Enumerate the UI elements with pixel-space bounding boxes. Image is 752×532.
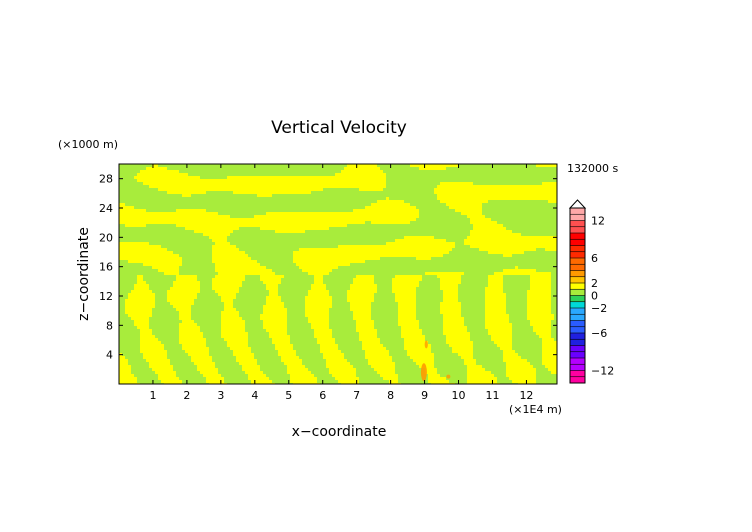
y-axis-label: z−coordinate: [76, 227, 92, 321]
y-unit-label: (×1000 m): [58, 138, 118, 151]
colorbar-tick-label: −2: [591, 302, 607, 315]
x-tick-label: 1: [149, 389, 156, 402]
colorbar-level: [570, 270, 585, 277]
x-tick-label: 10: [452, 389, 466, 402]
colorbar-level: [570, 295, 585, 302]
x-tick-label: 7: [353, 389, 360, 402]
y-axis: 4 8 12 16 20 24 28: [99, 173, 557, 362]
colorbar-overflow-arrow: [568, 199, 587, 209]
y-tick-label: 24: [99, 202, 113, 215]
x-tick-label: 8: [387, 389, 394, 402]
colorbar-tick-label: 6: [591, 252, 598, 265]
colorbar-level: [570, 276, 585, 283]
time-label: 132000 s: [567, 162, 618, 175]
x-tick-label: 11: [485, 389, 499, 402]
chart-title: Vertical Velocity: [271, 118, 407, 138]
x-unit-label: (×1E4 m): [509, 403, 562, 416]
x-axis: 1 2 3 4 5 6 7 8 9 10 11 12: [149, 164, 533, 402]
x-tick-label: 4: [251, 389, 258, 402]
colorbar-level: [570, 283, 585, 290]
x-tick-label: 2: [183, 389, 190, 402]
colorbar-tick-label: −12: [591, 365, 614, 378]
colorbar-tick-label: −6: [591, 327, 607, 340]
x-tick-label: 3: [217, 389, 224, 402]
y-tick-label: 12: [99, 290, 113, 303]
y-tick-label: 28: [99, 173, 113, 186]
x-tick-label: 6: [319, 389, 326, 402]
y-tick-label: 20: [99, 231, 113, 244]
strong-updraft-spots: [420, 340, 451, 382]
x-tick-label: 9: [421, 389, 428, 402]
colorbar-tick-label: 0: [591, 290, 598, 303]
y-tick-label: 16: [99, 261, 113, 274]
x-tick-label: 5: [285, 389, 292, 402]
plot-frame: [118, 163, 558, 385]
positive-updraft-regions: [119, 164, 557, 384]
y-tick-label: 8: [106, 319, 113, 332]
colorbar-tick-label: 2: [591, 277, 598, 290]
velocity-field: [119, 164, 557, 384]
colorbar-tick-label: 12: [591, 215, 605, 228]
y-tick-label: 4: [106, 349, 113, 362]
x-axis-label: x−coordinate: [292, 424, 387, 440]
x-tick-label: 12: [519, 389, 533, 402]
colorbar: 12 6 20−2 −6 −12: [568, 199, 614, 384]
colorbar-level: [570, 301, 585, 308]
colorbar-level: [570, 289, 585, 296]
